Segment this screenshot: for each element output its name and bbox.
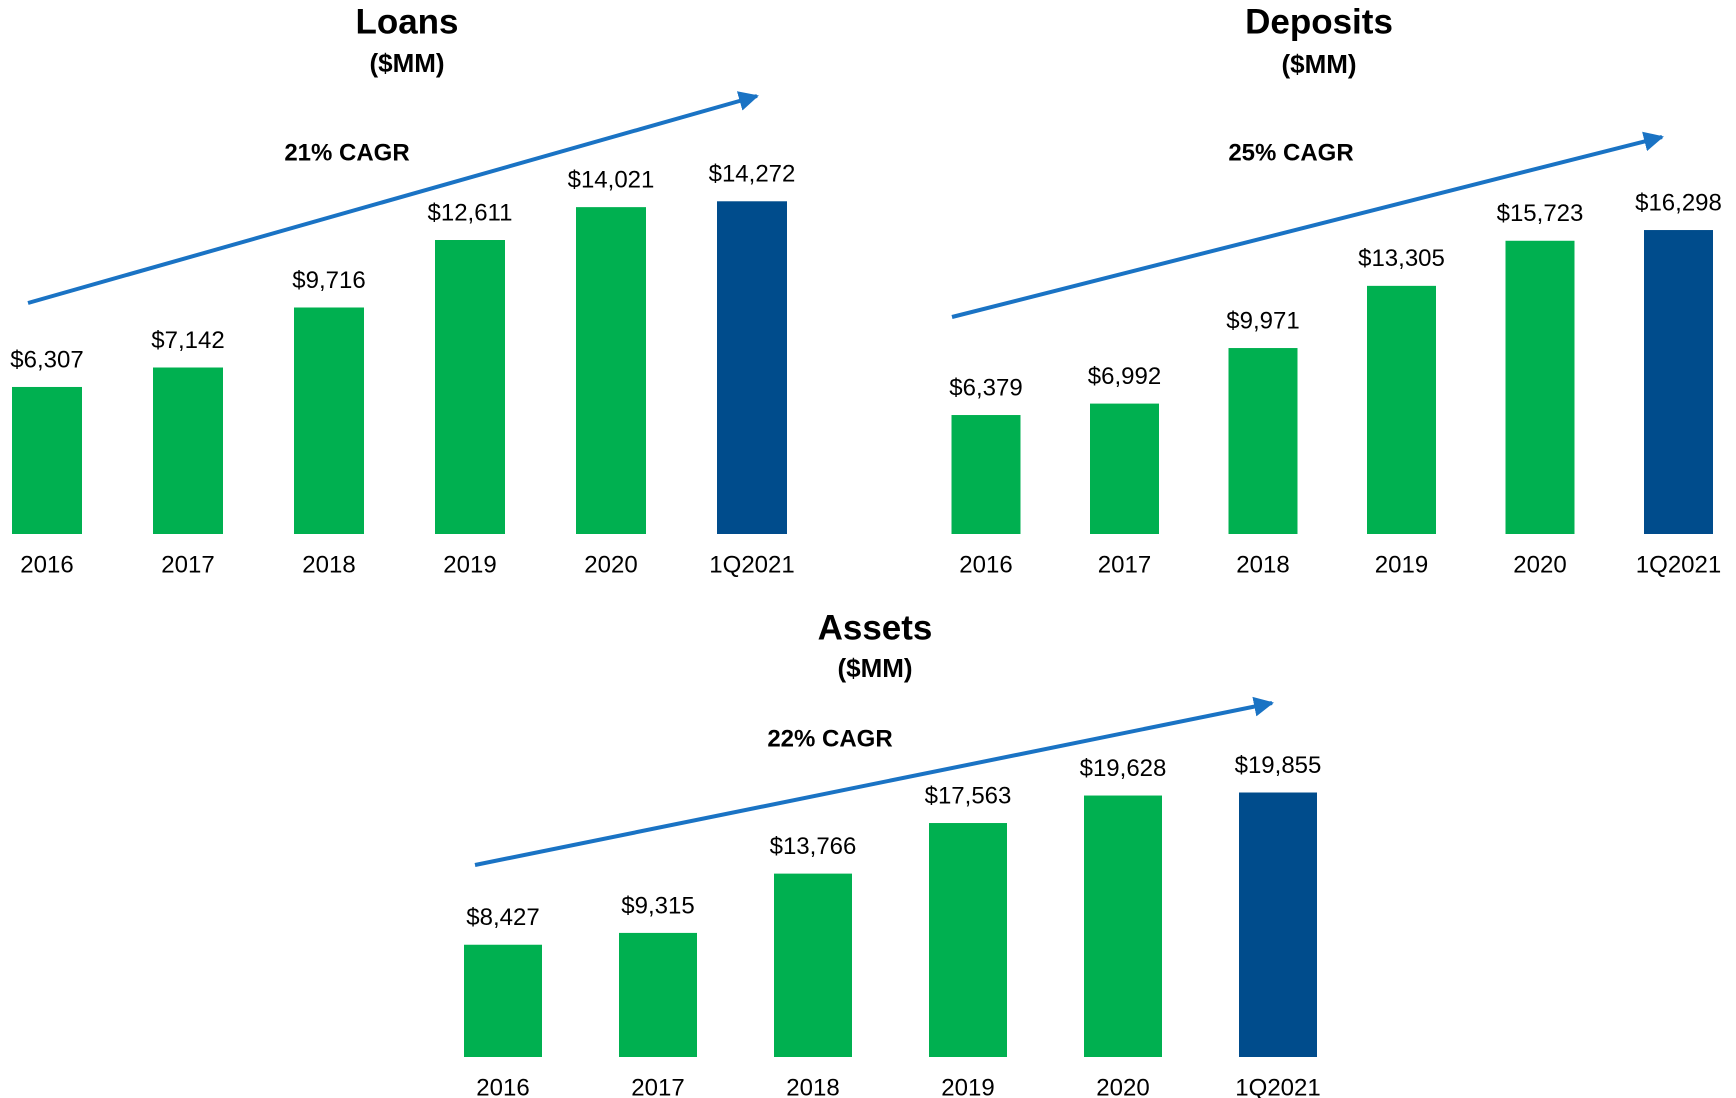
bar (1367, 285, 1436, 534)
x-tick-label: 2016 (476, 1074, 529, 1098)
x-tick-label: 2018 (1236, 551, 1289, 578)
x-tick-label: 2020 (1096, 1074, 1149, 1098)
chart-subtitle: ($MM) (1281, 49, 1356, 79)
bar (1239, 792, 1317, 1057)
x-tick-label: 1Q2021 (709, 551, 794, 578)
bar (1505, 240, 1575, 534)
bar (12, 386, 82, 534)
value-label: $15,723 (1497, 200, 1584, 227)
bar (774, 873, 852, 1057)
value-label: $9,315 (621, 892, 694, 919)
x-tick-label: 2017 (161, 551, 214, 578)
x-tick-label: 1Q2021 (1235, 1074, 1320, 1098)
value-label: $7,142 (151, 327, 224, 354)
chart-title: Assets (818, 608, 933, 647)
value-label: $17,563 (925, 782, 1012, 809)
bar (951, 415, 1021, 534)
value-label: $12,611 (428, 199, 513, 226)
value-label: $6,307 (10, 346, 83, 373)
bar (929, 823, 1007, 1057)
value-label: $19,855 (1235, 752, 1322, 779)
value-label: $13,766 (770, 833, 857, 860)
x-tick-label: 2019 (941, 1074, 994, 1098)
x-tick-label: 2019 (1375, 551, 1428, 578)
annotation: 25% CAGR (1228, 139, 1353, 166)
annotation: 21% CAGR (284, 139, 409, 166)
x-tick-label: 2018 (302, 551, 355, 578)
trend-arrow (474, 696, 1274, 867)
bar (153, 367, 223, 534)
value-label: $9,716 (292, 267, 365, 294)
x-tick-label: 2020 (584, 551, 637, 578)
chart-title: Deposits (1245, 2, 1393, 41)
value-label: $19,628 (1080, 755, 1167, 782)
value-label: $14,021 (568, 166, 655, 193)
x-tick-label: 2017 (1098, 551, 1151, 578)
bar (294, 307, 364, 534)
trend-arrow (951, 131, 1664, 319)
bar (1644, 230, 1713, 534)
x-tick-label: 2016 (959, 551, 1012, 578)
value-label: $16,298 (1635, 189, 1722, 216)
annotation: 22% CAGR (767, 725, 892, 752)
value-label: $9,971 (1226, 307, 1299, 334)
x-tick-label: 1Q2021 (1636, 551, 1721, 578)
bar (464, 944, 542, 1057)
chart-title: Loans (355, 2, 458, 41)
value-label: $8,427 (466, 904, 539, 931)
value-label: $6,379 (949, 374, 1022, 401)
value-label: $6,992 (1088, 363, 1161, 390)
value-label: $13,305 (1358, 245, 1445, 272)
x-tick-label: 2017 (631, 1074, 684, 1098)
bar (1228, 348, 1298, 534)
x-tick-label: 2018 (786, 1074, 839, 1098)
trend-arrow (27, 91, 759, 305)
bar (576, 207, 646, 534)
bar (619, 932, 697, 1057)
x-tick-label: 2016 (20, 551, 73, 578)
bar (435, 240, 505, 535)
x-tick-label: 2020 (1513, 551, 1566, 578)
bar (1084, 795, 1162, 1057)
x-tick-label: 2019 (443, 551, 496, 578)
bar (717, 201, 787, 534)
value-label: $14,272 (709, 161, 796, 188)
chart-subtitle: ($MM) (837, 653, 912, 683)
bar (1090, 403, 1159, 534)
chart-subtitle: ($MM) (369, 48, 444, 78)
